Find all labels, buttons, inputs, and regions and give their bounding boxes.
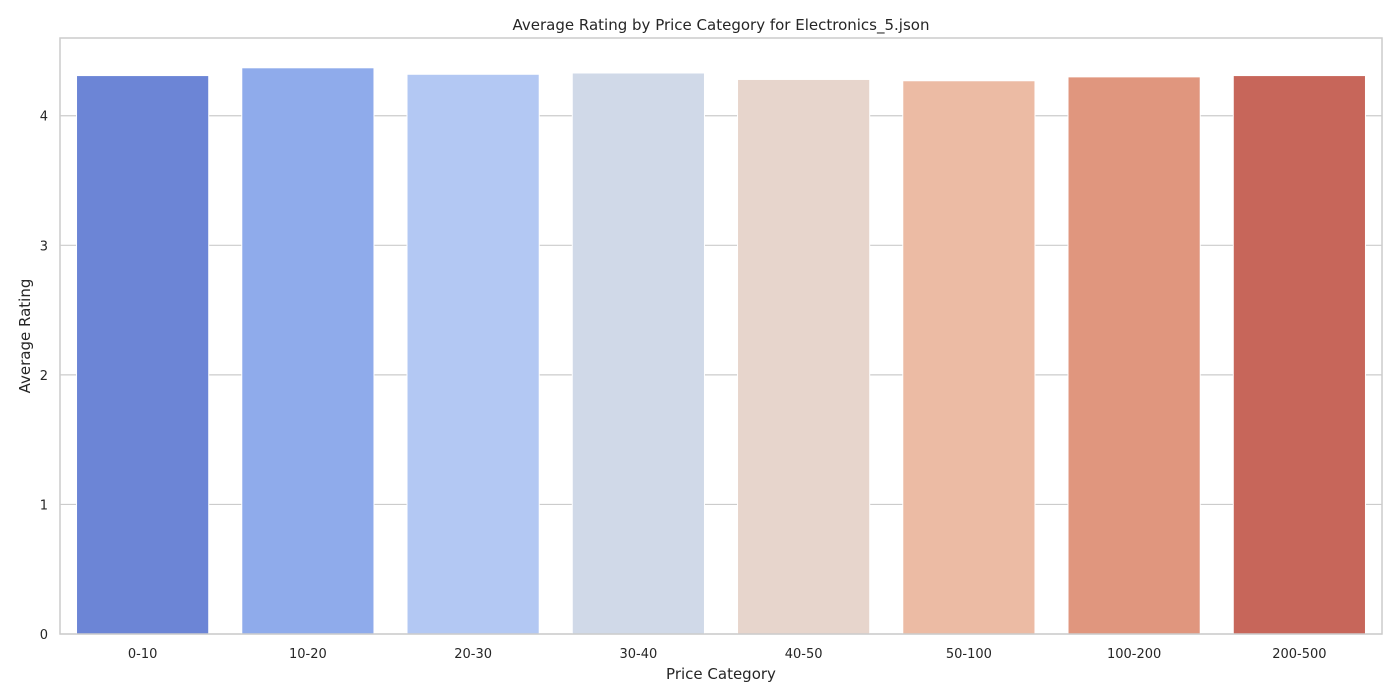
bar-40-50	[737, 78, 871, 635]
x-tick-label: 40-50	[785, 647, 823, 662]
bar-100-200	[1067, 76, 1201, 635]
x-tick-label: 100-200	[1107, 647, 1161, 662]
y-tick-layer: 0 1 2 3 4	[40, 110, 48, 643]
bar-10-20	[241, 67, 375, 635]
x-tick-label: 20-30	[454, 647, 492, 662]
y-tick-label: 4	[40, 110, 48, 125]
y-tick-label: 1	[40, 498, 48, 513]
x-tick-label: 0-10	[128, 647, 158, 662]
bar-20-30	[406, 73, 540, 635]
y-tick-label: 3	[40, 239, 48, 254]
y-tick-label: 2	[40, 369, 48, 384]
bar-50-100	[902, 80, 1036, 635]
x-tick-label: 50-100	[946, 647, 992, 662]
chart-title: Average Rating by Price Category for Ele…	[513, 16, 930, 35]
plot-frame	[59, 37, 1383, 635]
x-tick-label: 10-20	[289, 647, 327, 662]
bar-30-40	[571, 72, 705, 635]
x-axis-label: Price Category	[666, 665, 776, 683]
bar-layer	[76, 67, 1366, 635]
y-axis-label: Average Rating	[16, 279, 34, 394]
x-tick-layer: 0-10 10-20 20-30 30-40 40-50 50-100 100-200 200…	[128, 647, 1327, 662]
x-tick-label: 200-500	[1272, 647, 1326, 662]
x-tick-label: 30-40	[619, 647, 657, 662]
bar-0-10	[76, 75, 210, 635]
y-tick-label: 0	[40, 628, 48, 643]
bar-200-500	[1232, 75, 1366, 635]
